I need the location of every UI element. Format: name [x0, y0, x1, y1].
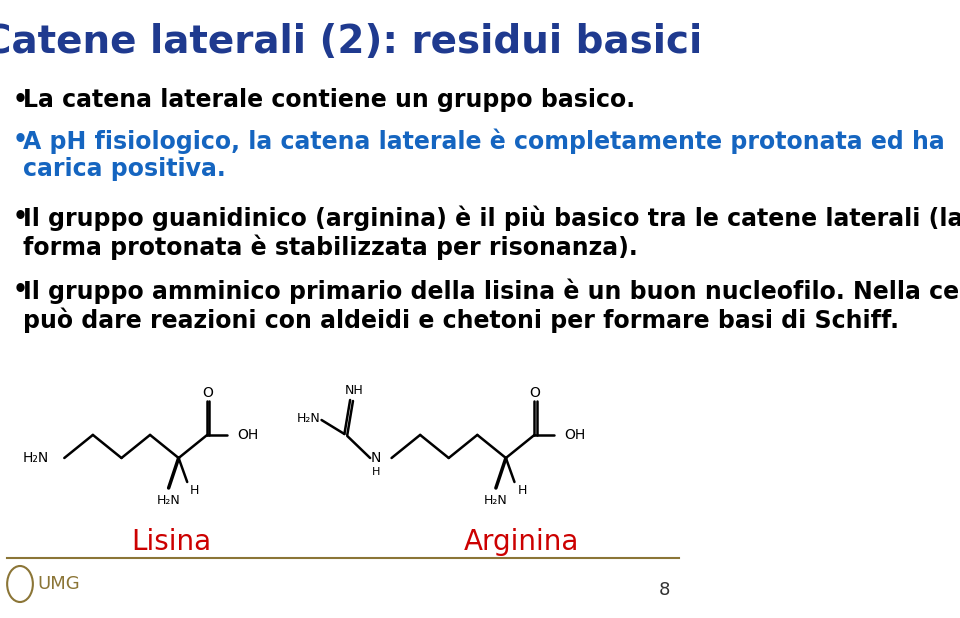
Text: O: O: [203, 386, 213, 400]
Text: NH: NH: [345, 384, 364, 397]
Text: H₂N: H₂N: [484, 494, 508, 507]
Text: H₂N: H₂N: [297, 412, 321, 425]
Text: OH: OH: [564, 428, 586, 442]
Text: Il gruppo guanidinico (arginina) è il più basico tra le catene laterali (la
form: Il gruppo guanidinico (arginina) è il pi…: [23, 205, 960, 260]
Text: La catena laterale contiene un gruppo basico.: La catena laterale contiene un gruppo ba…: [23, 88, 635, 112]
Text: •: •: [12, 278, 28, 302]
Text: Arginina: Arginina: [464, 528, 579, 556]
Text: •: •: [12, 128, 28, 152]
Text: OH: OH: [237, 428, 258, 442]
Text: A pH fisiologico, la catena laterale è completamente protonata ed ha
carica posi: A pH fisiologico, la catena laterale è c…: [23, 128, 945, 181]
Text: Il gruppo amminico primario della lisina è un buon nucleofilo. Nella cellula
può: Il gruppo amminico primario della lisina…: [23, 278, 960, 333]
Text: Lisina: Lisina: [132, 528, 211, 556]
Text: Catene laterali (2): residui basici: Catene laterali (2): residui basici: [0, 23, 703, 61]
Text: H₂N: H₂N: [156, 494, 180, 507]
Text: •: •: [12, 88, 28, 112]
Text: H: H: [372, 467, 380, 477]
Text: H: H: [517, 485, 527, 497]
Text: UMG: UMG: [37, 575, 80, 593]
Text: O: O: [530, 386, 540, 400]
Text: •: •: [12, 205, 28, 229]
Text: H₂N: H₂N: [22, 451, 49, 465]
Text: N: N: [371, 451, 381, 465]
Text: H: H: [190, 485, 200, 497]
Text: 8: 8: [659, 581, 670, 599]
